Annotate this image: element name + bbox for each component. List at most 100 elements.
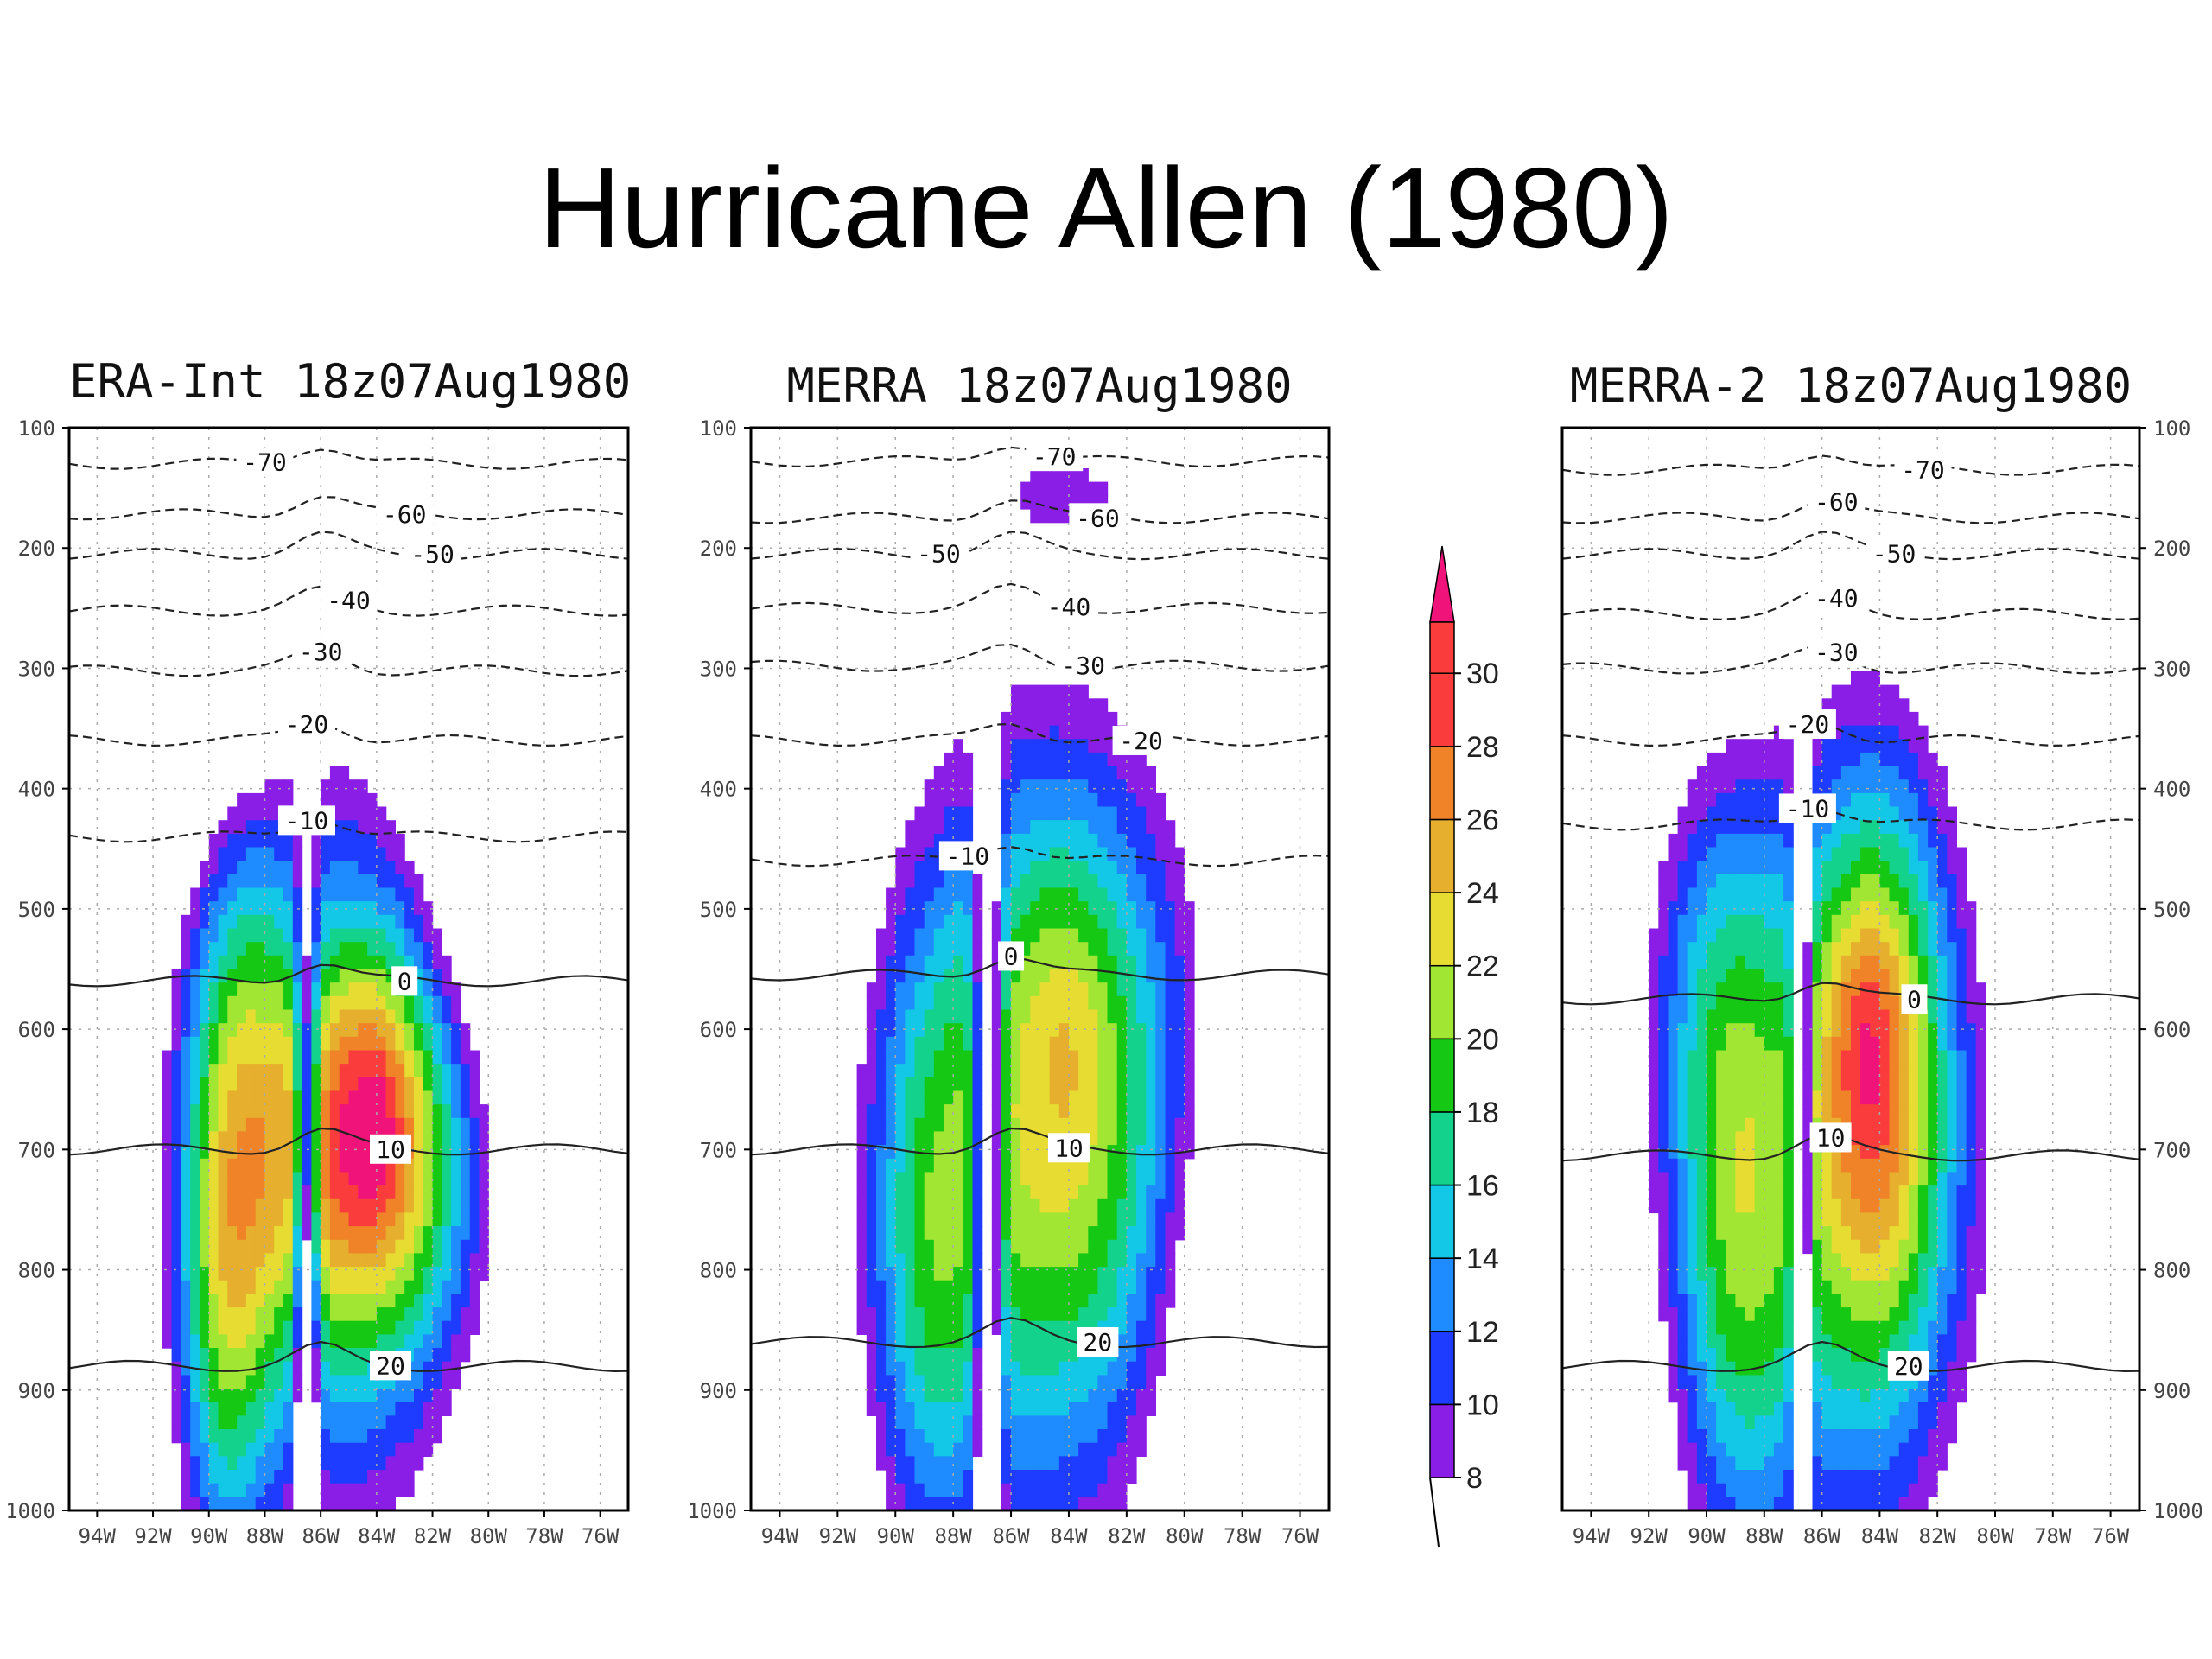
field-cell	[321, 969, 331, 983]
field-cell	[1851, 1077, 1861, 1092]
field-cell	[385, 1429, 396, 1444]
field-cell	[1097, 792, 1109, 808]
x-tick-label: 94W	[79, 1524, 117, 1548]
field-cell	[414, 1389, 424, 1403]
field-cell	[414, 1415, 424, 1430]
field-cell	[321, 1239, 331, 1255]
field-cell	[1754, 995, 1765, 1011]
field-cell	[1677, 1158, 1688, 1173]
field-cell	[1879, 1470, 1891, 1484]
field-cell	[245, 1050, 257, 1065]
field-cell	[1011, 1009, 1021, 1024]
field-cell	[208, 1375, 219, 1389]
field-cell	[1831, 792, 1842, 808]
field-cell	[1088, 1077, 1099, 1092]
field-cell	[1155, 1226, 1166, 1241]
field-cell	[348, 1172, 359, 1186]
field-cell	[1049, 468, 1060, 483]
field-cell	[1889, 1334, 1900, 1349]
field-cell	[972, 1212, 983, 1227]
field-cell	[886, 1280, 896, 1294]
field-cell	[1745, 1483, 1756, 1497]
field-cell	[1889, 1036, 1900, 1052]
field-cell	[1735, 1009, 1746, 1024]
field-cell	[358, 1172, 368, 1186]
field-cell	[171, 1348, 181, 1363]
field-cell	[329, 1090, 340, 1105]
field-cell	[944, 1334, 954, 1349]
field-cell	[963, 1307, 974, 1322]
field-cell	[385, 1456, 396, 1471]
field-cell	[1870, 982, 1880, 997]
contour-label: -10	[285, 806, 329, 835]
field-cell	[348, 1036, 359, 1052]
field-cell	[237, 1483, 247, 1497]
field-cell	[451, 1226, 461, 1241]
field-cell	[905, 1442, 916, 1457]
field-cell	[1001, 833, 1012, 849]
field-cell	[1783, 1064, 1794, 1078]
field-cell	[1696, 1280, 1707, 1294]
field-cell	[190, 1334, 200, 1349]
field-cell	[953, 1389, 963, 1403]
field-cell	[292, 874, 303, 889]
field-cell	[1898, 1456, 1910, 1471]
field-cell	[1165, 1198, 1176, 1214]
field-cell	[1735, 779, 1746, 794]
field-cell	[1174, 887, 1185, 902]
field-cell	[237, 1415, 247, 1430]
field-cell	[1165, 928, 1176, 943]
field-cell	[1707, 955, 1717, 970]
field-cell	[1136, 1131, 1147, 1146]
field-cell	[1116, 1483, 1128, 1497]
field-cell	[162, 1198, 173, 1214]
field-cell	[905, 1158, 916, 1173]
field-cell	[1184, 928, 1195, 943]
field-cell	[963, 1131, 974, 1146]
field-cell	[953, 833, 963, 849]
field-cell	[469, 1320, 480, 1335]
field-cell	[442, 955, 452, 970]
field-cell	[414, 1104, 424, 1119]
field-cell	[339, 1158, 350, 1173]
field-cell	[190, 1456, 200, 1471]
field-cell	[329, 1483, 340, 1497]
field-cell	[972, 1198, 983, 1214]
field-cell	[1088, 1456, 1099, 1471]
field-cell	[292, 1064, 303, 1078]
field-cell	[933, 1483, 944, 1497]
field-cell	[292, 1239, 303, 1255]
field-cell	[963, 928, 974, 943]
field-cell	[227, 1212, 238, 1227]
field-cell	[1165, 1185, 1176, 1200]
field-cell	[933, 820, 944, 835]
field-cell	[469, 1064, 480, 1078]
field-cell	[1165, 1145, 1176, 1160]
contour-label: -50	[410, 540, 454, 569]
field-cell	[1039, 1456, 1051, 1471]
field-cell	[1107, 1402, 1118, 1416]
field-cell	[339, 1145, 350, 1160]
field-cell	[376, 1212, 387, 1227]
field-cell	[292, 833, 303, 849]
field-cell	[432, 1320, 442, 1335]
field-cell	[190, 1402, 200, 1416]
field-cell	[991, 969, 1002, 983]
field-cell	[914, 1050, 925, 1065]
field-cell	[1783, 1036, 1794, 1052]
field-cell	[1851, 1064, 1861, 1078]
field-cell	[1716, 1415, 1726, 1430]
field-cell	[1860, 887, 1871, 902]
field-cell	[886, 1456, 896, 1471]
field-cell	[245, 1415, 257, 1430]
field-cell	[1136, 914, 1147, 930]
field-cell	[1155, 887, 1166, 902]
field-cell	[1851, 1442, 1861, 1457]
field-cell	[227, 1185, 238, 1200]
field-cell	[1677, 1456, 1688, 1471]
field-cell	[1058, 1402, 1070, 1416]
field-cell	[972, 995, 983, 1011]
field-cell	[358, 1470, 368, 1484]
field-cell	[432, 1429, 442, 1444]
field-cell	[1030, 1470, 1041, 1484]
